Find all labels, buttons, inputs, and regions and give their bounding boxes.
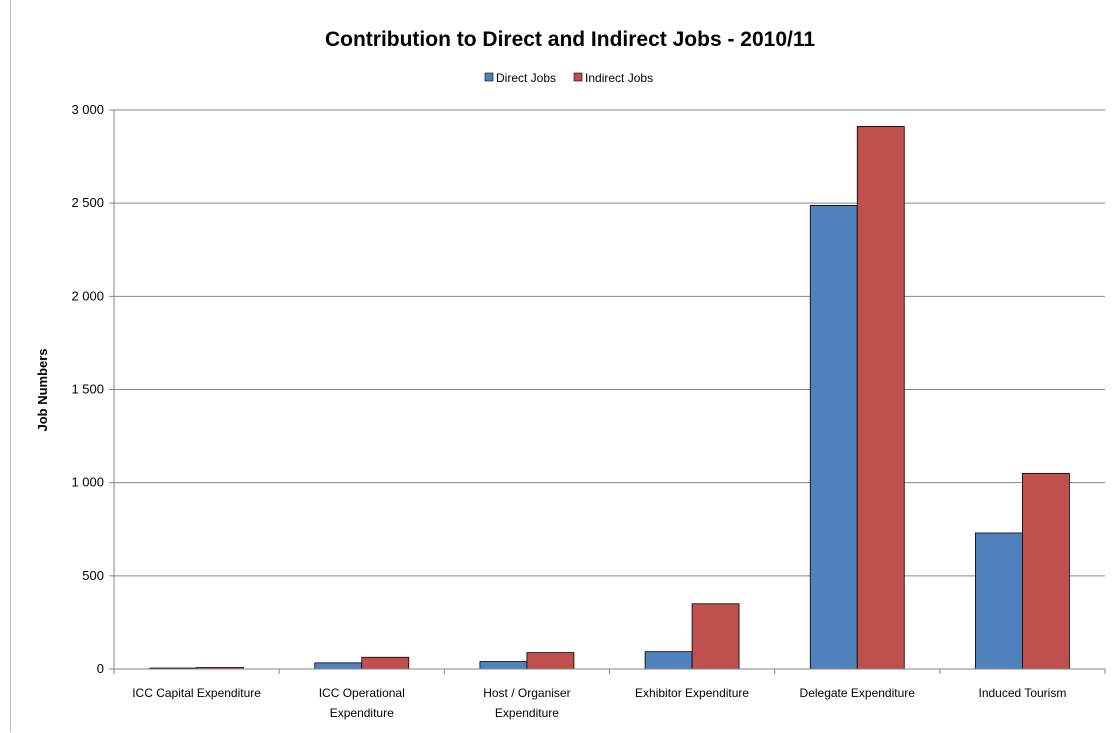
bar-chart: Contribution to Direct and Indirect Jobs… bbox=[35, 28, 1106, 720]
x-category-label: Host / Organiser bbox=[483, 686, 570, 700]
x-category-label: Induced Tourism bbox=[979, 686, 1067, 700]
y-tick-label: 0 bbox=[97, 661, 104, 676]
bar-direct-jobs bbox=[644, 651, 693, 670]
legend-swatch-direct bbox=[484, 72, 494, 82]
bar-direct-jobs bbox=[314, 662, 363, 670]
y-tick-label: 500 bbox=[82, 568, 104, 583]
gridlines bbox=[114, 109, 1105, 577]
y-tick-label: 2 000 bbox=[71, 288, 104, 303]
chart-frame: Contribution to Direct and Indirect Jobs… bbox=[10, 0, 1114, 732]
axes bbox=[113, 110, 1106, 674]
legend: Direct Jobs Indirect Jobs bbox=[484, 71, 653, 85]
y-tick-label: 1 000 bbox=[71, 475, 104, 490]
bar-direct-jobs bbox=[975, 532, 1023, 670]
x-axis-categories: ICC Capital Expenditure ICC Operational Ex… bbox=[132, 686, 1066, 720]
bar-direct-jobs bbox=[479, 661, 528, 670]
y-axis-label: Job Numbers bbox=[35, 348, 50, 431]
x-category-label: Exhibitor Expenditure bbox=[635, 686, 749, 700]
y-axis-ticks: 0 500 1 000 1 500 2 000 2 500 3 000 bbox=[71, 102, 114, 676]
bar-indirect-jobs bbox=[361, 656, 410, 670]
bar-indirect-jobs bbox=[856, 125, 905, 670]
x-category-label: ICC Capital Expenditure bbox=[132, 686, 261, 700]
legend-swatch-indirect bbox=[573, 72, 583, 82]
y-tick-label: 1 500 bbox=[71, 382, 104, 397]
x-category-label: Expenditure bbox=[495, 706, 559, 720]
legend-label: Indirect Jobs bbox=[585, 71, 653, 85]
x-category-label: Expenditure bbox=[330, 706, 394, 720]
bar-indirect-jobs bbox=[1022, 472, 1070, 670]
y-tick-label: 3 000 bbox=[71, 102, 104, 117]
bar-direct-jobs bbox=[809, 205, 858, 670]
x-category-label: ICC Operational bbox=[319, 686, 405, 700]
bar-indirect-jobs bbox=[691, 603, 740, 670]
bars bbox=[149, 125, 1070, 670]
legend-label: Direct Jobs bbox=[496, 71, 556, 85]
y-tick-label: 2 500 bbox=[71, 195, 104, 210]
x-category-label: Delegate Expenditure bbox=[800, 686, 916, 700]
bar-indirect-jobs bbox=[526, 652, 575, 670]
chart-title: Contribution to Direct and Indirect Jobs… bbox=[325, 28, 815, 51]
